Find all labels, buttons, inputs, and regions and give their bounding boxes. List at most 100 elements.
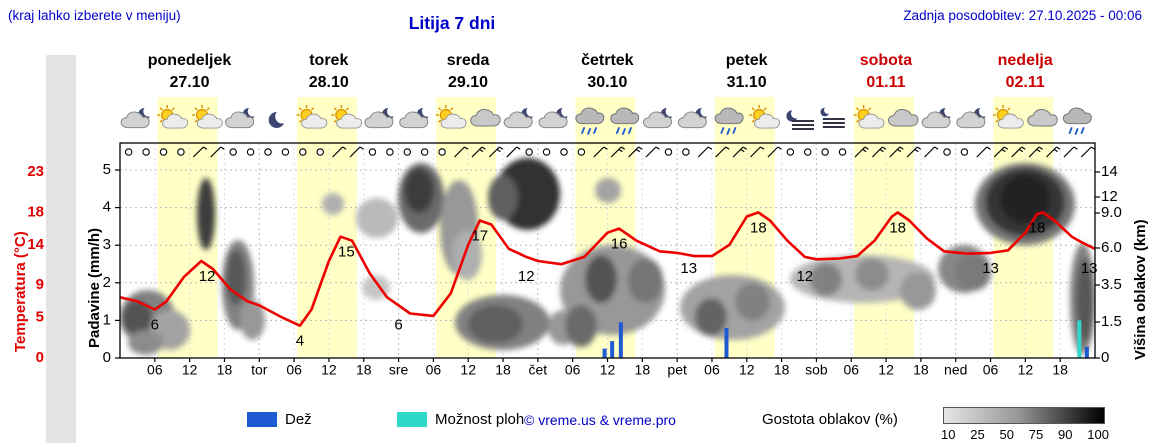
day-name: sreda: [446, 52, 490, 69]
day-date: 01.11: [866, 74, 906, 91]
x-axis-label: tor: [251, 362, 268, 378]
temp-value-label: 13: [1081, 260, 1098, 277]
density-tick-label: 10: [941, 427, 956, 442]
temp-value-label: 6: [151, 316, 159, 333]
wind-calm-icon: [438, 148, 446, 156]
sun-cloud-icon: [992, 105, 1024, 129]
day-date: 02.11: [1005, 74, 1045, 91]
sun-cloud-icon: [192, 105, 223, 129]
wind-calm-icon: [368, 148, 377, 156]
x-axis-label: 12: [321, 362, 337, 378]
x-axis-label: 06: [983, 362, 999, 378]
wind-calm-icon: [124, 148, 133, 156]
precip-tick-label: 4: [103, 199, 111, 216]
wind-barb-icon: [349, 146, 364, 158]
rain-cloud-icon: [1062, 107, 1092, 135]
wind-calm-icon: [682, 148, 690, 156]
day-name: sobota: [859, 52, 913, 69]
cloud-density-gradient: [943, 407, 1105, 424]
wind-barb-icon: [976, 146, 991, 158]
temp-tick-label: 23: [27, 163, 44, 180]
x-axis-label: pet: [667, 362, 687, 378]
wind-barb-icon: [488, 146, 504, 158]
cloud-density-ticks: 10 25 50 75 90 100: [941, 427, 1109, 442]
copyright-link[interactable]: © vreme.us & vreme.pro: [524, 412, 676, 428]
wind-barb-icon: [924, 146, 939, 158]
wind-barb-icon: [871, 146, 887, 158]
wind-barb-icon: [732, 146, 747, 158]
density-tick-label: 25: [970, 427, 985, 442]
wind-barb-icon: [471, 146, 486, 158]
location-hint[interactable]: (kraj lahko izberete v meniju): [8, 8, 181, 23]
sun-cloud-icon: [296, 105, 328, 129]
x-axis-label: 06: [565, 362, 581, 378]
temp-value-label: 4: [296, 333, 304, 350]
density-tick-label: 50: [999, 427, 1014, 442]
day-header: torek 28.10: [259, 50, 398, 94]
wind-calm-icon: [786, 148, 795, 156]
day-header: ponedeljek 27.10: [120, 50, 259, 94]
wind-calm-icon: [560, 148, 568, 156]
x-axis-label: 12: [600, 362, 616, 378]
x-axis-label: 18: [774, 362, 790, 378]
density-tick-label: 75: [1028, 427, 1044, 442]
sun-cloud-icon: [749, 105, 780, 129]
day-name: nedelja: [997, 52, 1053, 69]
sun-cloud-icon: [435, 105, 467, 129]
shower-legend-label: Možnost ploh: [435, 411, 525, 428]
day-name: ponedeljek: [147, 52, 232, 69]
wind-calm-icon: [821, 148, 829, 156]
temp-value-label: 16: [611, 236, 628, 253]
wind-barb-icon: [645, 146, 660, 158]
wind-barb-icon: [1080, 146, 1096, 158]
wind-calm-icon: [316, 148, 324, 156]
cloud-density-legend-label: Gostota oblakov (%): [762, 411, 898, 428]
wind-calm-icon: [299, 148, 307, 156]
cloud-height-tick-label: 9.0: [1101, 204, 1122, 221]
cloud-moon-icon: [225, 108, 255, 129]
rain-cloud-icon: [575, 107, 605, 135]
day-name: torek: [309, 52, 349, 69]
x-axis-label: 06: [843, 362, 859, 378]
x-axis-label: 18: [1052, 362, 1068, 378]
wind-barb-icon: [697, 146, 713, 158]
left-strip: [46, 55, 76, 443]
x-axis-label: 12: [1018, 362, 1034, 378]
wind-barb-icon: [332, 146, 347, 158]
precip-tick-label: 1: [103, 311, 111, 328]
x-axis-label: 12: [460, 362, 476, 378]
cloud-height-tick-label: 3.5: [1101, 276, 1122, 293]
wind-calm-icon: [386, 148, 394, 156]
last-update: Zadnja posodobitev: 27.10.2025 - 00:06: [903, 8, 1142, 23]
day-name: petek: [725, 52, 768, 69]
wind-calm-icon: [960, 148, 969, 156]
temp-value-label: 17: [471, 227, 488, 244]
wind-calm-icon: [943, 148, 951, 156]
density-tick-label: 90: [1058, 427, 1073, 442]
wind-barb-icon: [610, 146, 626, 158]
cloud-layer: [120, 158, 1095, 355]
x-axis-label: 18: [495, 362, 511, 378]
day-name: četrtek: [581, 52, 634, 69]
fog-icon: [820, 107, 845, 128]
sun-cloud-icon: [331, 105, 363, 129]
temp-value-label: 12: [518, 268, 535, 285]
density-tick-label: 100: [1087, 427, 1109, 442]
day-date: 30.10: [587, 74, 628, 91]
temp-tick-label: 5: [36, 309, 44, 326]
wind-calm-icon: [281, 148, 290, 156]
temp-value-label: 13: [680, 260, 697, 277]
day-header: sobota 01.11: [816, 50, 955, 94]
precip-tick-label: 3: [103, 236, 111, 253]
temp-value-label: 15: [338, 244, 355, 261]
rain-legend-label: Dež: [285, 411, 312, 428]
temp-value-label: 13: [982, 260, 999, 277]
day-date: 28.10: [308, 74, 349, 91]
sun-cloud-icon: [853, 105, 885, 129]
wind-barb-icon: [506, 146, 521, 158]
cloud-icon: [887, 108, 919, 127]
precip-bars: [602, 320, 1089, 358]
wind-calm-icon: [664, 148, 673, 156]
day-header: petek 31.10: [677, 50, 816, 94]
